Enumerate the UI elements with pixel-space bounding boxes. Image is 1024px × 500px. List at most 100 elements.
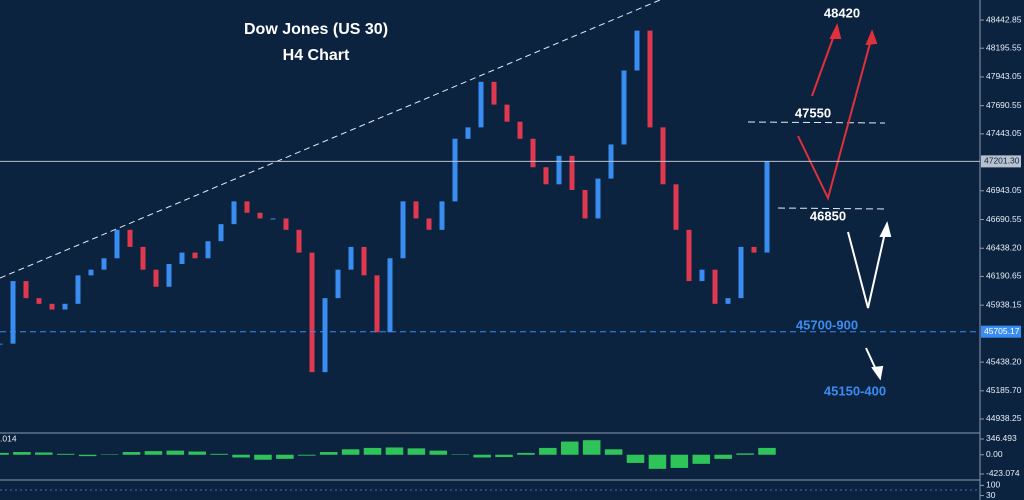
annotation: 45700-900 xyxy=(796,317,858,332)
candle xyxy=(127,229,133,247)
candle xyxy=(374,275,380,333)
candle xyxy=(101,258,107,270)
candle xyxy=(569,155,575,190)
y-tick-label: 45438.20 xyxy=(986,356,1022,366)
candle xyxy=(10,281,16,344)
candle xyxy=(582,189,588,219)
level-line xyxy=(777,207,886,210)
candle xyxy=(426,218,432,230)
candle xyxy=(283,218,289,230)
histogram-bar xyxy=(0,452,9,455)
candle xyxy=(491,81,497,105)
candle xyxy=(634,30,640,71)
histogram-bar xyxy=(561,441,579,455)
histogram-bar xyxy=(736,453,754,455)
histogram-bar xyxy=(363,447,382,455)
y-tick-label: 100 xyxy=(986,480,1000,490)
y-tick-label: -423.074 xyxy=(986,468,1020,478)
arrows xyxy=(797,23,892,381)
candle xyxy=(205,241,211,259)
histogram-bar xyxy=(232,454,250,458)
candle xyxy=(0,343,3,345)
histogram-bar xyxy=(758,447,776,455)
candle xyxy=(348,246,354,270)
arrow xyxy=(811,29,837,97)
histogram-bar xyxy=(122,452,141,455)
histogram-bar xyxy=(144,451,163,455)
candle xyxy=(595,178,601,219)
level-line xyxy=(747,121,886,124)
candle xyxy=(140,246,146,270)
candle xyxy=(309,252,315,373)
histogram-bar xyxy=(35,452,53,455)
candle xyxy=(23,281,29,299)
arrow-head xyxy=(865,29,878,46)
histogram-bar xyxy=(385,447,404,455)
candle xyxy=(738,246,744,299)
candle xyxy=(621,70,627,145)
histogram-bar xyxy=(495,454,513,458)
price-label: 47201.30 xyxy=(984,156,1020,166)
histogram-bar xyxy=(692,454,711,464)
y-tick-label: 45938.15 xyxy=(986,299,1022,309)
candle xyxy=(556,155,562,185)
annotation: 47550 xyxy=(795,105,831,120)
candle xyxy=(244,201,250,213)
y-tick-label: 48442.85 xyxy=(986,14,1022,24)
histogram-bar xyxy=(254,454,272,460)
histogram-bar xyxy=(648,454,667,469)
histogram-bar xyxy=(319,452,338,455)
annotation: 46850 xyxy=(810,208,846,223)
candle xyxy=(504,104,510,122)
price-box xyxy=(981,155,1021,168)
y-tick-label: 47690.55 xyxy=(986,100,1022,110)
histogram-bar xyxy=(210,453,228,455)
histogram-bar xyxy=(429,450,448,455)
arrow xyxy=(847,227,887,309)
indicator-label: .014 xyxy=(0,433,17,443)
price-box xyxy=(981,325,1021,338)
candle xyxy=(660,127,666,185)
candle xyxy=(153,269,159,287)
y-tick-label: 346.493 xyxy=(986,433,1017,443)
candle xyxy=(387,258,393,333)
candle xyxy=(257,212,263,219)
y-tick-label: 46690.55 xyxy=(986,214,1022,224)
histogram-bar xyxy=(473,454,491,458)
y-tick-label: 47943.05 xyxy=(986,71,1022,81)
candle xyxy=(530,138,536,168)
arrow-head xyxy=(879,221,892,237)
candle xyxy=(673,184,679,230)
candle xyxy=(413,201,419,219)
histogram-bar xyxy=(166,450,185,455)
histogram-bar xyxy=(670,454,689,468)
histogram-bar xyxy=(517,452,535,455)
annotation: 48420 xyxy=(824,5,860,20)
histogram-bar xyxy=(276,454,294,459)
histogram-bar xyxy=(13,452,31,455)
arrow xyxy=(797,35,873,201)
candle xyxy=(686,229,692,282)
candle xyxy=(751,246,757,253)
candle xyxy=(361,246,367,276)
histogram-bar xyxy=(78,454,97,457)
chart-subtitle: H4 Chart xyxy=(283,47,350,64)
y-tick-label: 46438.20 xyxy=(986,242,1022,252)
candle xyxy=(478,81,484,128)
candle xyxy=(764,161,770,253)
annotation: 45150-400 xyxy=(824,383,886,398)
y-tick-label: 30 xyxy=(986,490,996,500)
candle xyxy=(36,298,42,304)
candle xyxy=(400,201,406,259)
y-tick-label: 46943.05 xyxy=(986,185,1022,195)
y-tick-label: 46190.65 xyxy=(986,271,1022,281)
candle xyxy=(712,269,718,304)
arrow-head xyxy=(829,23,842,39)
candle xyxy=(296,229,302,253)
candle xyxy=(517,121,523,139)
histogram-bar xyxy=(582,440,601,455)
candle xyxy=(699,269,705,282)
histogram-bar xyxy=(714,454,732,459)
candle xyxy=(335,269,341,299)
